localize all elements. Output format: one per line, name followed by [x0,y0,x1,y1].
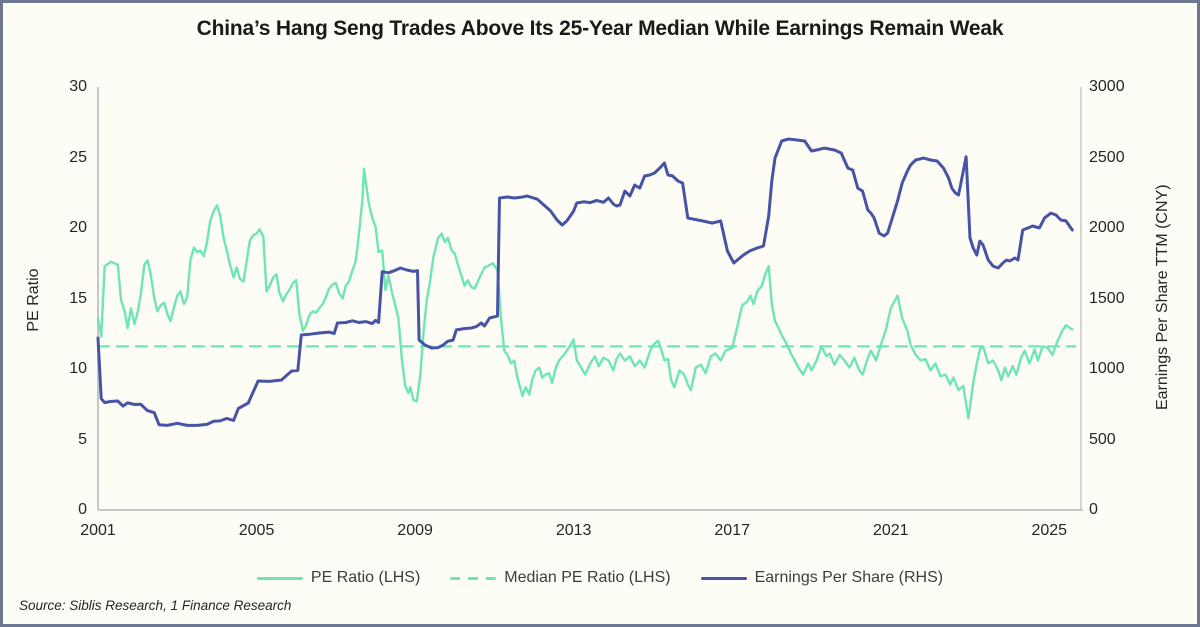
x-tick-label: 2005 [238,522,275,539]
y-right-tick-label: 2000 [1089,219,1125,236]
x-tick-label: 2025 [1031,522,1068,539]
y-right-tick-label: 1500 [1089,289,1125,307]
y-right-tick-label: 500 [1089,430,1116,448]
pe-ratio-line [96,167,1074,420]
eps-line-swatch [700,576,747,580]
chart-title: China’s Hang Seng Trades Above Its 25-Ye… [196,17,1004,40]
x-tick-label: 2001 [80,522,116,539]
eps-line [96,137,1074,427]
pe-ratio-line-swatch [256,576,303,580]
y-left-tick-label: 5 [78,430,87,448]
y-left-tick-label: 30 [69,78,87,95]
legend-label: Earnings Per Share (RHS) [754,569,944,586]
y-left-tick-label: 20 [69,219,87,236]
plot-area [96,87,1083,511]
legend-label: Median PE Ratio (LHS) [504,569,671,586]
legend-item-pe-ratio: PE Ratio (LHS) [256,569,421,587]
source-note: Source: Siblis Research, 1 Finance Resea… [19,598,292,613]
y-left-tick-label: 10 [69,360,87,377]
legend-label: PE Ratio (LHS) [310,569,421,586]
x-tick-label: 2013 [555,522,592,539]
legend-item-median-pe: Median PE Ratio (LHS) [450,569,671,587]
y-right-tick-label: 0 [1089,501,1098,518]
median-pe-line-swatch [450,576,497,580]
y-left-tick-label: 25 [69,148,87,166]
y-left-tick-label: 15 [69,289,87,307]
legend-item-eps: Earnings Per Share (RHS) [700,569,944,587]
x-tick-label: 2021 [872,522,909,539]
legend: PE Ratio (LHS) Median PE Ratio (LHS) Ear… [3,565,1197,591]
y-right-tick-label: 3000 [1089,78,1125,95]
x-tick-label: 2009 [397,522,433,539]
y-left-tick-label: 0 [78,501,87,518]
x-tick-label: 2017 [714,522,750,539]
y-right-tick-label: 1000 [1089,360,1125,377]
y-right-tick-label: 2500 [1089,148,1125,166]
